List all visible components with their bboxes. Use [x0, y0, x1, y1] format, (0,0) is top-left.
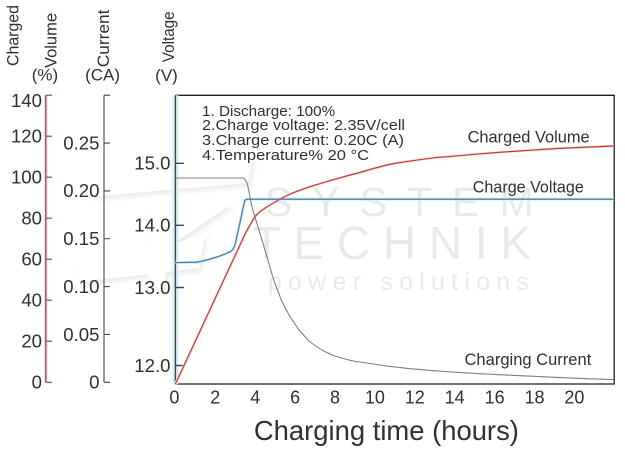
svg-text:Charging Current: Charging Current	[465, 350, 592, 369]
svg-text:Charged Volume: Charged Volume	[468, 127, 590, 146]
svg-text:0.05: 0.05	[63, 324, 99, 345]
svg-text:Charged: Charged	[3, 5, 22, 66]
svg-text:(%): (%)	[32, 66, 58, 85]
svg-text:60: 60	[21, 249, 42, 270]
svg-text:Charge Voltage: Charge Voltage	[473, 177, 584, 196]
svg-text:80: 80	[21, 208, 42, 229]
svg-text:18: 18	[524, 388, 544, 408]
svg-text:(V): (V)	[155, 66, 178, 85]
svg-text:15.0: 15.0	[134, 153, 170, 174]
svg-text:8: 8	[330, 388, 340, 408]
svg-text:13.0: 13.0	[134, 277, 170, 298]
svg-text:Current: Current	[94, 9, 113, 67]
svg-text:10: 10	[365, 388, 385, 408]
svg-text:12.0: 12.0	[134, 355, 170, 376]
svg-text:0.10: 0.10	[63, 276, 99, 297]
svg-text:120: 120	[11, 126, 42, 147]
svg-text:power solutions: power solutions	[268, 268, 529, 296]
svg-text:0: 0	[169, 388, 179, 408]
svg-text:(CA): (CA)	[85, 66, 120, 85]
svg-text:0: 0	[89, 372, 99, 393]
svg-text:16: 16	[485, 388, 505, 408]
svg-text:20: 20	[564, 388, 584, 408]
svg-text:12: 12	[405, 388, 425, 408]
svg-text:0.15: 0.15	[63, 228, 99, 249]
svg-text:6: 6	[290, 388, 300, 408]
svg-text:14.0: 14.0	[134, 215, 170, 236]
svg-text:Voltage: Voltage	[159, 11, 178, 62]
svg-text:4: 4	[250, 388, 260, 408]
svg-text:40: 40	[21, 290, 42, 311]
svg-text:20: 20	[21, 331, 42, 352]
svg-text:0.20: 0.20	[63, 180, 99, 201]
svg-text:Volume: Volume	[41, 13, 60, 68]
svg-text:14: 14	[445, 388, 465, 408]
svg-text:3.Charge current: 0.20C (A): 3.Charge current: 0.20C (A)	[202, 132, 404, 149]
svg-text:0.25: 0.25	[63, 132, 99, 153]
svg-text:4.Temperature% 20 °C: 4.Temperature% 20 °C	[202, 147, 369, 164]
svg-text:2: 2	[210, 388, 220, 408]
svg-text:Charging time (hours): Charging time (hours)	[254, 415, 519, 446]
svg-text:100: 100	[11, 167, 42, 188]
svg-text:140: 140	[11, 90, 42, 111]
svg-text:1. Discharge: 100%: 1. Discharge: 100%	[202, 103, 335, 120]
svg-text:0: 0	[32, 372, 42, 393]
svg-text:TECHNIK: TECHNIK	[253, 217, 532, 269]
svg-text:2.Charge voltage: 2.35V/cell: 2.Charge voltage: 2.35V/cell	[202, 117, 405, 134]
